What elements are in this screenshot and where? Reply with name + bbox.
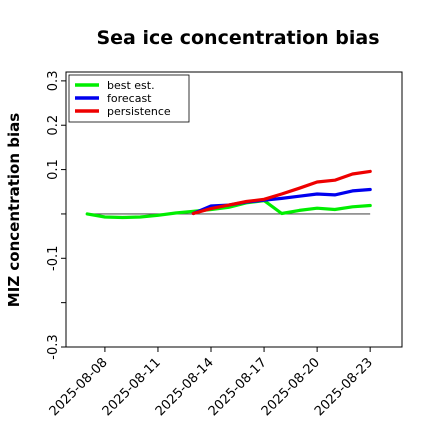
y-axis-label: MIZ concentration bias <box>5 113 23 307</box>
y-tick-label: -0.3 <box>46 334 61 359</box>
legend-label: persistence <box>107 105 171 118</box>
legend-label: forecast <box>107 92 152 105</box>
series-line-best-est <box>85 199 372 220</box>
y-tick-label: 0.1 <box>46 159 61 180</box>
series-line-persistence <box>191 169 372 216</box>
y-tick-label: 0.3 <box>46 71 61 92</box>
plot-frame <box>65 71 403 348</box>
y-tick-label: -0.1 <box>46 246 61 271</box>
legend-label: best est. <box>107 79 155 92</box>
y-tick-label: 0.2 <box>46 115 61 136</box>
plot-area: -0.3-0.10.10.20.32025-08-082025-08-11202… <box>46 71 403 419</box>
legend-box <box>68 74 190 123</box>
chart-title: Sea ice concentration bias <box>96 27 379 49</box>
